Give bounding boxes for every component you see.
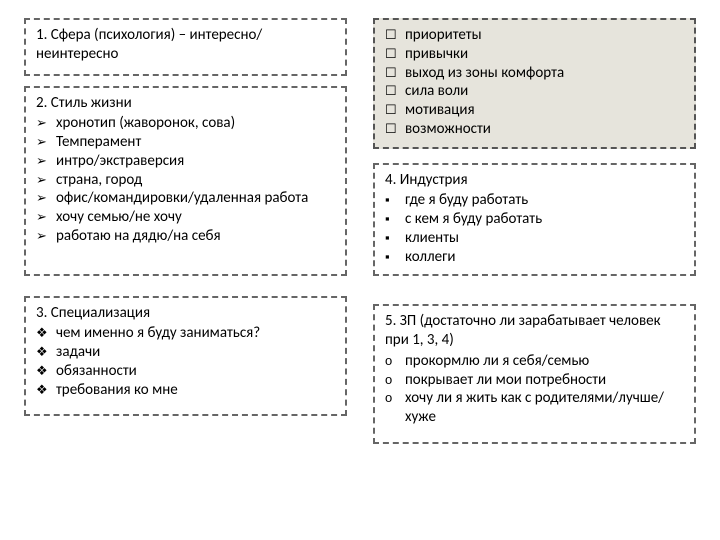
- square-icon: ☐: [385, 64, 405, 81]
- list-item: ❖требования ко мне: [36, 381, 335, 400]
- box-title: 1. Сфера (психология) – интересно/неинте…: [36, 26, 335, 64]
- list-item: ☐приоритеты: [385, 26, 684, 45]
- list-item: oхочу ли я жить как с родителями/лучше/х…: [385, 389, 684, 427]
- arrow-icon: ➢: [36, 171, 56, 188]
- list-item: ▪клиенты: [385, 229, 684, 248]
- item-list: ❖чем именно я буду заниматься? ❖задачи ❖…: [36, 324, 335, 399]
- right-column: ☐приоритеты ☐привычки ☐выход из зоны ком…: [373, 18, 696, 444]
- arrow-icon: ➢: [36, 152, 56, 169]
- arrow-icon: ➢: [36, 133, 56, 150]
- list-item: ☐возможности: [385, 120, 684, 139]
- circle-icon: o: [385, 352, 405, 369]
- list-item: ▪где я буду работать: [385, 191, 684, 210]
- list-item: ➢хронотип (жаворонок, сова): [36, 114, 335, 133]
- arrow-icon: ➢: [36, 227, 56, 244]
- list-item: ☐сила воли: [385, 82, 684, 101]
- square-icon: ☐: [385, 120, 405, 137]
- box-title: 5. ЗП (достаточно ли зарабатывает челове…: [385, 312, 684, 350]
- left-column: 1. Сфера (психология) – интересно/неинте…: [24, 18, 347, 416]
- list-item: ❖чем именно я буду заниматься?: [36, 324, 335, 343]
- list-item: ☐привычки: [385, 45, 684, 64]
- box-industry: 4. Индустрия ▪где я буду работать ▪с кем…: [373, 163, 696, 277]
- list-item: ❖обязанности: [36, 362, 335, 381]
- square-icon: ☐: [385, 82, 405, 99]
- box-lifestyle: 2. Стиль жизни ➢хронотип (жаворонок, сов…: [24, 86, 347, 276]
- list-item: oпрокормлю ли я себя/семью: [385, 352, 684, 371]
- box-specialization: 3. Специализация ❖чем именно я буду зани…: [24, 296, 347, 416]
- list-item: ➢Темперамент: [36, 133, 335, 152]
- arrow-icon: ➢: [36, 208, 56, 225]
- list-item: ➢хочу семью/не хочу: [36, 208, 335, 227]
- list-item: ▪коллеги: [385, 248, 684, 267]
- list-item: ☐выход из зоны комфорта: [385, 64, 684, 83]
- page-grid: 1. Сфера (психология) – интересно/неинте…: [24, 18, 696, 444]
- list-item: ➢работаю на дядю/на себя: [36, 227, 335, 246]
- diamond-icon: ❖: [36, 362, 56, 379]
- list-item: ☐мотивация: [385, 101, 684, 120]
- list-item: oпокрывает ли мои потребности: [385, 371, 684, 390]
- box-title: 2. Стиль жизни: [36, 94, 335, 113]
- item-list: ▪где я буду работать ▪с кем я буду работ…: [385, 191, 684, 266]
- item-list: ➢хронотип (жаворонок, сова) ➢Темперамент…: [36, 114, 335, 245]
- filled-square-icon: ▪: [385, 229, 405, 246]
- list-item: ➢страна, город: [36, 171, 335, 190]
- diamond-icon: ❖: [36, 324, 56, 341]
- circle-icon: o: [385, 371, 405, 388]
- list-item: ➢офис/командировки/удаленная работа: [36, 189, 335, 208]
- square-icon: ☐: [385, 101, 405, 118]
- filled-square-icon: ▪: [385, 248, 405, 265]
- arrow-icon: ➢: [36, 189, 56, 206]
- box-salary: 5. ЗП (достаточно ли зарабатывает челове…: [373, 304, 696, 444]
- list-item: ➢интро/экстраверсия: [36, 152, 335, 171]
- box-sphere: 1. Сфера (психология) – интересно/неинте…: [24, 18, 347, 76]
- item-list: ☐приоритеты ☐привычки ☐выход из зоны ком…: [385, 26, 684, 139]
- diamond-icon: ❖: [36, 381, 56, 398]
- box-factors: ☐приоритеты ☐привычки ☐выход из зоны ком…: [373, 18, 696, 149]
- square-icon: ☐: [385, 45, 405, 62]
- square-icon: ☐: [385, 26, 405, 43]
- arrow-icon: ➢: [36, 114, 56, 131]
- item-list: oпрокормлю ли я себя/семью oпокрывает ли…: [385, 352, 684, 427]
- circle-icon: o: [385, 389, 405, 406]
- list-item: ▪с кем я буду работать: [385, 210, 684, 229]
- filled-square-icon: ▪: [385, 191, 405, 208]
- diamond-icon: ❖: [36, 343, 56, 360]
- box-title: 3. Специализация: [36, 304, 335, 323]
- filled-square-icon: ▪: [385, 210, 405, 227]
- list-item: ❖задачи: [36, 343, 335, 362]
- box-title: 4. Индустрия: [385, 171, 684, 190]
